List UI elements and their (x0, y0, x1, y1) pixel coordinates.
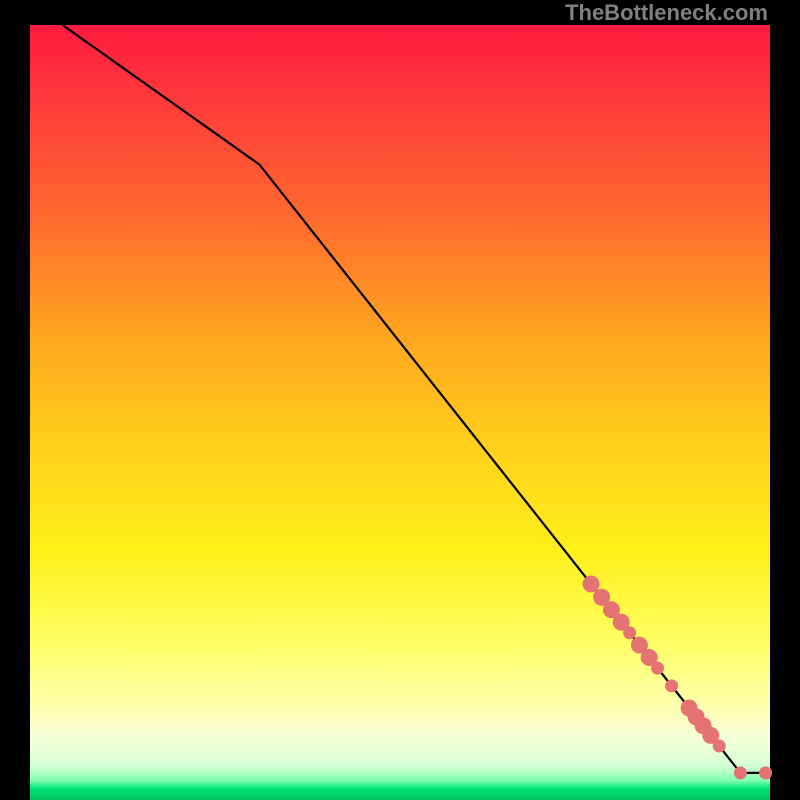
watermark-text: TheBottleneck.com (565, 0, 768, 26)
chart-svg (0, 0, 800, 800)
data-marker-line-0 (583, 576, 600, 593)
data-marker-line-8 (665, 679, 678, 692)
gradient-plot-area (30, 25, 770, 800)
data-marker-free-0 (734, 766, 747, 779)
data-marker-free-1 (759, 766, 772, 779)
data-marker-line-4 (623, 626, 636, 639)
data-marker-line-13 (713, 740, 726, 753)
data-marker-line-7 (651, 662, 664, 675)
chart-stage: TheBottleneck.com (0, 0, 800, 800)
